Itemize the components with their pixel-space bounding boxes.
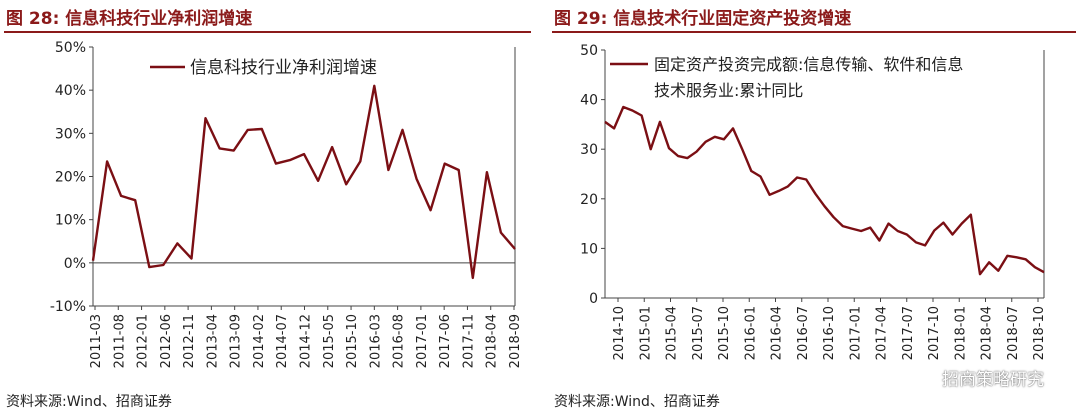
x-tick-label: 2018-01 <box>953 306 968 360</box>
x-tick-label: 2016-07 <box>796 306 811 360</box>
x-tick-label: 2017-10 <box>927 306 942 360</box>
chart-title: 图 29: 信息技术行业固定资产投资增速 <box>554 9 852 29</box>
y-tick-label: 30 <box>580 142 598 158</box>
series-line <box>604 105 1045 276</box>
x-tick-label: 2014-12 <box>299 314 314 368</box>
source-note: 资料来源:Wind、招商证券 <box>554 394 720 410</box>
x-tick-label: 2015-07 <box>691 306 706 360</box>
y-tick-label: 30% <box>55 126 86 142</box>
x-tick-label: 2015-01 <box>638 306 653 360</box>
figure-28-panel: 图 28: 信息科技行业净利润增速 50% 40% 30% 20% 10% 0% -10% 2… <box>0 0 535 419</box>
y-tick-label: 10 <box>580 241 598 257</box>
chart-title: 图 28: 信息科技行业净利润增速 <box>6 9 253 29</box>
x-tick-label: 2011-08 <box>112 314 127 368</box>
figure-29-panel: 图 29: 信息技术行业固定资产投资增速 50 40 30 20 10 0 2014-10 2… <box>548 0 1080 419</box>
x-tick-label: 2012-01 <box>136 314 151 368</box>
x-tick-label: 2015-10 <box>717 306 732 360</box>
y-tick-label: 50 <box>580 43 598 59</box>
x-tick-label: 2013-09 <box>229 314 244 368</box>
x-tick-label: 2011-03 <box>89 314 104 368</box>
net-profit-growth-chart: 50% 40% 30% 20% 10% 0% -10%2011-03 2011-08 2012-… <box>50 40 523 368</box>
x-tick-label: 2014-10 <box>612 306 627 360</box>
legend-label: 信息科技行业净利润增速 <box>190 58 377 78</box>
watermark: 招商策略研究 <box>942 370 1044 390</box>
x-tick-label: 2017-01 <box>848 306 863 360</box>
title-underline <box>552 31 1076 33</box>
x-tick-label: 2016-08 <box>392 314 407 368</box>
x-tick-label: 2014-07 <box>275 314 290 368</box>
series-line <box>91 84 516 280</box>
x-tick-label: 2016-10 <box>822 306 837 360</box>
x-tick-label: 2014-02 <box>252 314 267 368</box>
x-tick-label: 2017-11 <box>461 314 476 368</box>
legend-label-line2: 技术服务业:累计同比 <box>654 81 803 100</box>
x-tick-label: 2017-01 <box>415 314 430 368</box>
fixed-asset-investment-chart: 50 40 30 20 10 0 2014-10 2015-01 2015-04 2015-07 2… <box>580 43 1047 360</box>
legend-label-line1: 固定资产投资完成额:信息传输、软件和信息 <box>654 55 963 74</box>
y-tick-label: 10% <box>55 213 86 229</box>
y-tick-label: 20 <box>580 192 598 208</box>
x-tick-label: 2015-10 <box>345 314 360 368</box>
y-tick-label: 50% <box>55 40 86 56</box>
x-tick-label: 2016-01 <box>743 306 758 360</box>
x-tick-label: 2017-04 <box>875 306 890 360</box>
x-tick-label: 2012-06 <box>159 314 174 368</box>
x-tick-label: 2015-05 <box>322 314 337 368</box>
x-tick-label: 2013-04 <box>205 314 220 368</box>
x-tick-label: 2012-11 <box>182 314 197 368</box>
y-tick-label: 40% <box>55 83 86 99</box>
x-tick-label: 2018-09 <box>508 314 523 368</box>
x-tick-label: 2018-04 <box>980 306 995 360</box>
x-tick-label: 2016-04 <box>770 306 785 360</box>
y-tick-label: -10% <box>50 299 86 315</box>
y-tick-label: 0 <box>589 291 598 307</box>
x-tick-label: 2017-07 <box>901 306 916 360</box>
x-tick-label: 2018-07 <box>1006 306 1021 360</box>
x-tick-label: 2016-03 <box>368 314 383 368</box>
x-tick-label: 2017-06 <box>438 314 453 368</box>
title-underline <box>4 31 531 33</box>
x-tick-label: 2018-10 <box>1032 306 1047 360</box>
x-tick-label: 2015-04 <box>665 306 680 360</box>
y-tick-label: 0% <box>64 256 86 272</box>
x-tick-label: 2018-04 <box>485 314 500 368</box>
source-note: 资料来源:Wind、招商证券 <box>6 394 172 410</box>
y-tick-label: 40 <box>580 93 598 109</box>
y-tick-label: 20% <box>55 170 86 186</box>
